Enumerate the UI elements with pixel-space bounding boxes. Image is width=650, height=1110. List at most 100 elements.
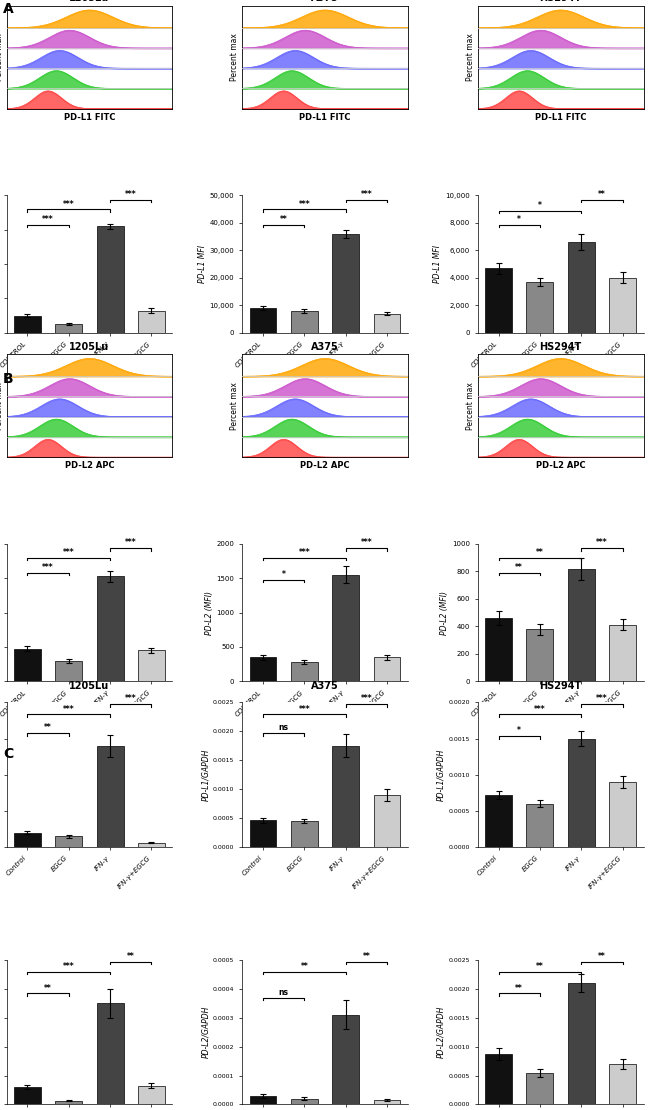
Text: ***: *** xyxy=(63,962,75,971)
Text: ***: *** xyxy=(125,190,136,199)
X-axis label: PD-L1 FITC: PD-L1 FITC xyxy=(64,113,115,122)
Y-axis label: PD-L2 (MFI): PD-L2 (MFI) xyxy=(205,591,214,635)
Bar xyxy=(332,575,359,682)
X-axis label: PD-L1 FITC: PD-L1 FITC xyxy=(535,113,586,122)
Text: ***: *** xyxy=(298,705,310,714)
Bar xyxy=(568,568,595,682)
Bar xyxy=(291,311,318,333)
Bar xyxy=(568,983,595,1104)
Bar xyxy=(374,1100,400,1104)
Text: ***: *** xyxy=(596,538,608,547)
Text: ns: ns xyxy=(279,724,289,733)
X-axis label: PD-L2 APC: PD-L2 APC xyxy=(300,462,350,471)
Y-axis label: Percent max: Percent max xyxy=(0,33,4,81)
Text: ***: *** xyxy=(298,200,310,209)
Text: **: ** xyxy=(515,983,523,992)
Bar xyxy=(485,795,512,847)
Y-axis label: PD-L1 MFI: PD-L1 MFI xyxy=(198,245,207,283)
Text: ***: *** xyxy=(42,214,54,224)
Bar xyxy=(14,1087,41,1104)
Text: ***: *** xyxy=(361,190,372,199)
Bar xyxy=(374,314,400,333)
Bar xyxy=(568,738,595,847)
Text: ***: *** xyxy=(361,695,372,704)
Y-axis label: PD-L2/GAPDH: PD-L2/GAPDH xyxy=(437,1006,446,1058)
Bar xyxy=(609,1064,636,1104)
Y-axis label: Percent max: Percent max xyxy=(0,382,4,430)
Text: ***: *** xyxy=(125,695,136,704)
Text: ***: *** xyxy=(298,548,310,557)
Text: ***: *** xyxy=(63,548,75,557)
X-axis label: PD-L2 APC: PD-L2 APC xyxy=(536,462,586,471)
Bar xyxy=(609,783,636,847)
Bar xyxy=(332,1015,359,1104)
Text: **: ** xyxy=(300,962,308,971)
Bar xyxy=(14,832,41,847)
Bar xyxy=(609,278,636,333)
Bar xyxy=(485,1054,512,1104)
Text: ***: *** xyxy=(596,695,608,704)
Bar xyxy=(374,795,400,847)
Bar xyxy=(97,576,124,682)
Text: ns: ns xyxy=(279,988,289,997)
Text: *: * xyxy=(517,214,521,224)
Title: 1205Lu: 1205Lu xyxy=(70,680,110,690)
Bar xyxy=(291,1099,318,1104)
Title: A375: A375 xyxy=(311,342,339,352)
Bar xyxy=(55,660,82,682)
X-axis label: PD-L2 APC: PD-L2 APC xyxy=(64,462,114,471)
Bar xyxy=(138,650,165,682)
Bar xyxy=(526,629,553,682)
Y-axis label: Percent max: Percent max xyxy=(466,382,475,430)
Text: **: ** xyxy=(598,190,606,199)
Text: *: * xyxy=(538,201,542,210)
Bar xyxy=(526,1072,553,1104)
Bar xyxy=(55,1101,82,1104)
Bar xyxy=(332,234,359,333)
Title: HS294T: HS294T xyxy=(540,680,582,690)
Bar xyxy=(97,1003,124,1104)
Bar xyxy=(138,842,165,847)
Text: ***: *** xyxy=(534,705,546,714)
Y-axis label: PD-L1/GAPDH: PD-L1/GAPDH xyxy=(437,748,446,801)
Bar xyxy=(250,309,276,333)
Bar xyxy=(332,746,359,847)
Text: ***: *** xyxy=(63,200,75,209)
Text: **: ** xyxy=(44,724,52,733)
Bar xyxy=(138,311,165,333)
Y-axis label: PD-L1/GAPDH: PD-L1/GAPDH xyxy=(201,748,210,801)
Text: *: * xyxy=(517,726,521,735)
Bar xyxy=(55,836,82,847)
Bar xyxy=(485,618,512,682)
Title: 1205Lu: 1205Lu xyxy=(70,0,110,3)
Bar xyxy=(14,648,41,682)
Text: ***: *** xyxy=(125,538,136,547)
Text: **: ** xyxy=(127,951,135,961)
Y-axis label: PD-L2 (MFI): PD-L2 (MFI) xyxy=(440,591,449,635)
Title: A375: A375 xyxy=(311,0,339,3)
Text: **: ** xyxy=(363,951,370,961)
Text: **: ** xyxy=(598,951,606,961)
Text: *: * xyxy=(281,571,285,579)
Text: C: C xyxy=(3,747,14,761)
Text: A: A xyxy=(3,2,14,17)
Bar xyxy=(291,821,318,847)
Bar xyxy=(14,315,41,333)
Y-axis label: PD-L2/GAPDH: PD-L2/GAPDH xyxy=(201,1006,210,1058)
Bar xyxy=(568,242,595,333)
Bar xyxy=(526,282,553,333)
Bar xyxy=(526,804,553,847)
Text: **: ** xyxy=(280,214,287,224)
Bar xyxy=(250,1096,276,1104)
Title: HS294T: HS294T xyxy=(540,0,582,3)
Title: 1205Lu: 1205Lu xyxy=(70,342,110,352)
Y-axis label: Percent max: Percent max xyxy=(230,382,239,430)
Y-axis label: Percent max: Percent max xyxy=(230,33,239,81)
Bar xyxy=(609,625,636,682)
Text: ***: *** xyxy=(42,563,54,573)
Bar xyxy=(97,226,124,333)
X-axis label: PD-L1 FITC: PD-L1 FITC xyxy=(299,113,351,122)
Bar xyxy=(97,746,124,847)
Bar xyxy=(250,657,276,682)
Bar xyxy=(291,662,318,682)
